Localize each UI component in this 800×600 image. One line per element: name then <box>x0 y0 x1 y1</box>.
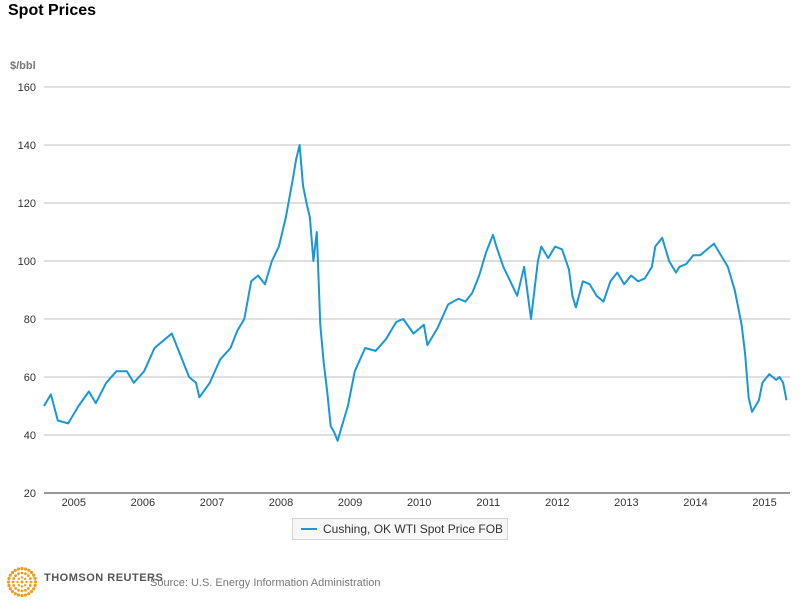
logo-dot <box>12 584 16 587</box>
logo-dot <box>26 574 30 578</box>
logo-dot <box>33 576 37 581</box>
logo-dot <box>14 574 18 578</box>
y-tick-label: 80 <box>24 314 36 326</box>
series-line-wti <box>43 144 788 442</box>
y-tick-label: 20 <box>24 488 36 500</box>
logo-dot <box>13 592 17 596</box>
logo-dot <box>14 586 18 590</box>
logo-dot <box>20 576 24 579</box>
logo-dot <box>23 577 27 581</box>
x-tick-label: 2007 <box>200 497 224 509</box>
logo-dot <box>29 570 34 575</box>
logo-dot <box>16 593 21 597</box>
logo-dot <box>16 567 21 571</box>
logo-dot <box>32 573 36 577</box>
x-tick-label: 2009 <box>338 497 362 509</box>
logo-dot <box>7 576 11 581</box>
logo-dot <box>28 577 32 580</box>
legend: Cushing, OK WTI Spot Price FOB <box>292 518 508 540</box>
logo-dot <box>27 592 31 596</box>
logo-dot <box>24 588 27 592</box>
legend-swatch <box>301 528 317 530</box>
logo-dot <box>17 577 21 581</box>
logo-dot <box>32 587 36 591</box>
series-layer <box>43 144 788 442</box>
chart-title: Spot Prices <box>8 2 97 19</box>
logo-dot <box>33 580 38 584</box>
thomson-reuters-logo-icon <box>6 566 38 598</box>
logo-dot <box>16 580 19 584</box>
logo-dot <box>27 568 31 572</box>
logo-dot <box>10 570 15 575</box>
grid-lines <box>44 86 790 494</box>
y-tick-label: 40 <box>24 430 36 442</box>
logo-dot <box>8 587 12 591</box>
logo-dot <box>25 580 28 584</box>
logo-dot <box>23 583 27 587</box>
logo-dot <box>17 572 20 576</box>
x-axis: 2005 2006 2007 2008 2009 2010 2011 2012 2013 2014… <box>62 497 777 509</box>
y-axis: 20 40 60 80 100 120 140 160 <box>18 82 36 500</box>
logo-dot <box>10 589 15 594</box>
logo-dot <box>26 586 30 590</box>
y-axis-label: $/bbl <box>10 60 36 72</box>
logo-dot <box>13 568 17 572</box>
logo-dot <box>8 573 12 577</box>
logo-dot <box>17 583 21 587</box>
y-tick-label: 100 <box>18 256 36 268</box>
logo-dot <box>24 572 27 576</box>
source-note: Source: U.S. Energy Information Administ… <box>150 577 381 589</box>
y-tick-label: 60 <box>24 372 36 384</box>
logo-dot <box>29 580 33 584</box>
x-tick-label: 2014 <box>683 497 707 509</box>
logo-dot <box>20 593 24 598</box>
logo-dot <box>29 589 34 594</box>
logo-dot <box>23 593 28 597</box>
logo-dot <box>20 585 24 588</box>
logo-dot <box>28 584 32 587</box>
logo-dot <box>20 580 24 584</box>
logo-dot <box>6 580 11 584</box>
legend-label: Cushing, OK WTI Spot Price FOB <box>323 522 504 536</box>
x-tick-label: 2005 <box>62 497 86 509</box>
logo-dot <box>23 567 28 571</box>
y-tick-label: 140 <box>18 140 36 152</box>
y-tick-label: 120 <box>18 198 36 210</box>
logo-dot <box>33 583 37 588</box>
brand-name: THOMSON REUTERS <box>44 572 164 584</box>
logo-dot <box>17 588 20 592</box>
x-tick-label: 2010 <box>407 497 431 509</box>
logo-dot <box>20 589 24 593</box>
x-tick-label: 2012 <box>545 497 569 509</box>
x-tick-label: 2011 <box>476 497 500 509</box>
x-tick-label: 2015 <box>752 497 776 509</box>
logo-dot <box>11 580 15 584</box>
x-tick-label: 2008 <box>269 497 293 509</box>
logo-dot <box>7 583 11 588</box>
logo-dot <box>20 571 24 575</box>
y-tick-label: 160 <box>18 82 36 94</box>
x-tick-label: 2006 <box>131 497 155 509</box>
logo-dot <box>20 566 24 571</box>
logo-dot <box>12 577 16 580</box>
x-tick-label: 2013 <box>614 497 638 509</box>
